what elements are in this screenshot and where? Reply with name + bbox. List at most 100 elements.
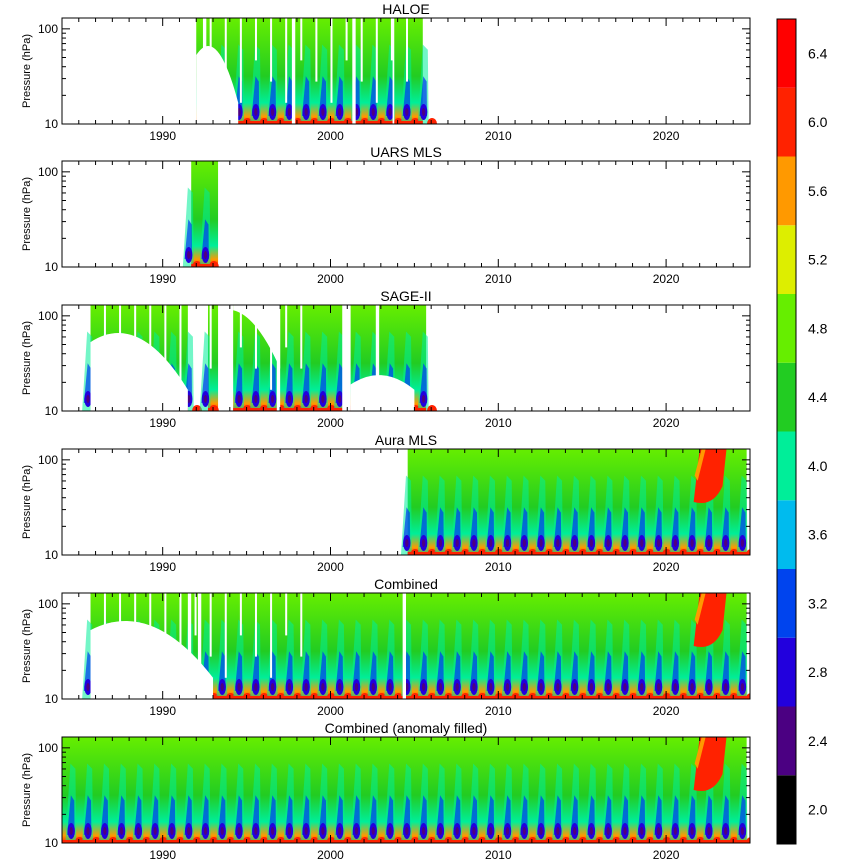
annual-minimum-core (740, 683, 745, 691)
panel-title: HALOE (382, 1, 429, 17)
panel-0: HALOE Pressure (hPa) 10 100 1990 2000 2010 2020 (21, 1, 751, 143)
y-axis-label: Pressure (hPa) (21, 465, 33, 539)
x-tick-label: 2000 (317, 848, 344, 862)
x-tick-label: 1990 (149, 560, 176, 574)
annual-minimum-core (254, 108, 258, 116)
data-gap (239, 18, 242, 103)
annual-minimum-core (287, 108, 292, 116)
bottom-maximum (426, 118, 438, 124)
annual-minimum-core (656, 827, 661, 835)
bottom-band (233, 408, 427, 411)
bottom-maximum (745, 549, 750, 555)
x-tick-label: 2010 (485, 704, 512, 718)
colorbar-label: 5.2 (808, 252, 828, 268)
data-gap (270, 18, 273, 82)
annual-minimum-core (606, 827, 610, 835)
annual-minimum-core (119, 827, 124, 835)
annual-minimum-core (270, 683, 275, 691)
annual-minimum-core (405, 539, 409, 547)
data-gap (300, 593, 303, 657)
data-gap (134, 593, 137, 678)
missing-region (233, 305, 281, 369)
annual-minimum-core (338, 827, 342, 835)
colorbar-segment (777, 431, 796, 501)
y-tick-label: 10 (45, 692, 59, 706)
x-tick-label: 2010 (485, 416, 512, 430)
annual-minimum-core (136, 827, 141, 835)
annual-minimum-core (505, 827, 510, 835)
colorbar-label: 4.8 (808, 320, 828, 336)
x-tick-label: 1990 (149, 704, 176, 718)
data-gap (194, 593, 197, 636)
data-gap (254, 305, 257, 369)
x-tick-label: 2020 (653, 416, 680, 430)
panel-title: SAGE-II (380, 288, 431, 304)
panel-title: Aura MLS (375, 432, 437, 448)
data-gap (375, 305, 380, 411)
data-field (82, 593, 750, 699)
data-gap (270, 593, 273, 678)
annual-minimum-core (505, 683, 510, 691)
annual-minimum-core (640, 827, 644, 835)
x-tick-label: 2020 (653, 129, 680, 143)
annual-minimum-core (455, 827, 459, 835)
data-gap (224, 18, 227, 82)
colorbar-label: 4.0 (808, 458, 828, 474)
y-axis-label: Pressure (hPa) (21, 321, 33, 395)
annual-minimum-core (556, 827, 560, 835)
y-tick-label: 10 (45, 260, 59, 274)
annual-minimum-core (623, 539, 627, 547)
annual-minimum-core (304, 395, 308, 403)
y-tick-label: 10 (45, 836, 59, 850)
annual-minimum-core (438, 539, 443, 547)
plot-frame (61, 160, 751, 268)
annual-minimum-core (153, 827, 157, 835)
annual-minimum-core (472, 827, 476, 835)
annual-minimum-core (254, 395, 258, 403)
y-tick-label: 100 (38, 165, 58, 179)
bottom-maximum (426, 405, 438, 411)
plot-frame (61, 448, 751, 556)
data-gap (187, 593, 192, 699)
data-field (182, 161, 219, 267)
missing-region (90, 621, 214, 699)
x-tick-label: 2020 (653, 848, 680, 862)
annual-minimum-core (556, 539, 560, 547)
annual-minimum-core (338, 108, 342, 116)
x-tick-label: 2000 (317, 560, 344, 574)
bottom-band (407, 552, 747, 555)
annual-minimum-core (388, 683, 392, 691)
annual-minimum-core (321, 683, 325, 691)
annual-minimum-core (371, 827, 375, 835)
panel-title: Combined (374, 576, 438, 592)
missing-region (90, 333, 188, 411)
colorbar-segment (777, 500, 796, 569)
annual-minimum-core (522, 683, 526, 691)
y-tick-label: 100 (38, 741, 58, 755)
annual-minimum-core (606, 539, 610, 547)
annual-minimum-core (187, 251, 191, 259)
data-gap (345, 18, 348, 61)
panel-3: Aura MLS Pressure (hPa) 10 100 1990 2000 2010 2… (21, 432, 751, 574)
colorbar-label: 6.0 (808, 114, 828, 130)
annual-minimum-core (539, 683, 543, 691)
annual-minimum-core (673, 539, 678, 547)
data-gap (179, 305, 182, 390)
colorbar-label: 5.6 (808, 183, 828, 199)
data-gap (239, 593, 242, 636)
data-gap (103, 305, 106, 348)
annual-minimum-core (86, 395, 90, 403)
x-tick-label: 1990 (149, 272, 176, 286)
annual-minimum-core (69, 827, 73, 835)
missing-region (196, 46, 239, 124)
data-gap (209, 18, 212, 61)
data-gap (164, 305, 167, 369)
data-field (196, 18, 438, 124)
data-gap (375, 18, 378, 103)
annual-minimum-core (690, 827, 694, 835)
annual-minimum-core (572, 539, 577, 547)
colorbar-segment (777, 294, 796, 363)
bottom-maximum (745, 837, 750, 843)
data-field (400, 449, 750, 555)
